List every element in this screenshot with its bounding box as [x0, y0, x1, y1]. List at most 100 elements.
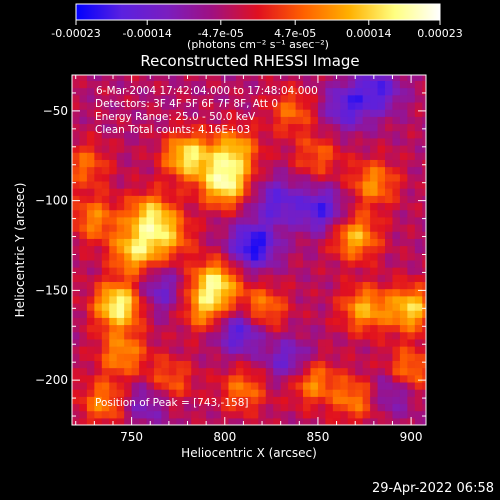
- heatmap-cell: [340, 152, 349, 160]
- heatmap-cell: [213, 87, 222, 96]
- heatmap-cell: [79, 360, 88, 369]
- heatmap-cell: [146, 87, 155, 96]
- heatmap-cell: [325, 94, 334, 103]
- heatmap-cell: [191, 188, 200, 196]
- heatmap-cell: [332, 94, 341, 103]
- heatmap-cell: [94, 417, 103, 425]
- heatmap-cell: [325, 209, 334, 218]
- heatmap-cell: [72, 94, 81, 103]
- heatmap-cell: [139, 195, 148, 204]
- heatmap-cell: [153, 360, 163, 369]
- heatmap-cell: [109, 216, 118, 225]
- heatmap-cell: [198, 109, 207, 117]
- heatmap-cell: [79, 223, 88, 232]
- heatmap-cell: [399, 116, 408, 125]
- heatmap-cell: [422, 302, 426, 311]
- heatmap-cell: [206, 180, 215, 189]
- heatmap-cell: [362, 331, 371, 340]
- heatmap-cell: [303, 295, 312, 304]
- heatmap-cell: [86, 216, 95, 225]
- heatmap-cell: [206, 152, 215, 160]
- heatmap-cell: [250, 295, 259, 304]
- heatmap-cell: [116, 374, 125, 383]
- heatmap-cell: [332, 302, 341, 311]
- heatmap-cell: [72, 288, 81, 297]
- heatmap-cell: [288, 209, 297, 218]
- heatmap-cell: [213, 145, 222, 153]
- heatmap-cell: [258, 367, 267, 376]
- heatmap-cell: [250, 188, 259, 196]
- heatmap-cell: [385, 87, 394, 96]
- heatmap-cell: [94, 331, 103, 340]
- heatmap-cell: [79, 238, 88, 247]
- heatmap-cell: [146, 374, 155, 383]
- heatmap-cell: [168, 109, 177, 117]
- heatmap-cell: [221, 267, 230, 275]
- heatmap-cell: [288, 238, 297, 247]
- heatmap-cell: [332, 346, 341, 354]
- heatmap-cell: [161, 324, 170, 333]
- heatmap-cell: [109, 302, 118, 311]
- heatmap-cell: [399, 331, 408, 340]
- heatmap-cell: [168, 389, 177, 397]
- heatmap-cell: [310, 188, 319, 196]
- heatmap-cell: [385, 295, 394, 304]
- heatmap-cell: [124, 302, 133, 311]
- heatmap-cell: [370, 367, 379, 376]
- heatmap-cell: [414, 338, 423, 347]
- heatmap-cell: [414, 173, 423, 182]
- heatmap-cell: [422, 338, 426, 347]
- heatmap-cell: [109, 360, 118, 369]
- heatmap-cell: [265, 188, 274, 196]
- heatmap-cell: [131, 252, 140, 261]
- heatmap-cell: [332, 259, 341, 268]
- heatmap-cell: [183, 123, 192, 132]
- heatmap-cell: [131, 145, 140, 153]
- heatmap-cell: [258, 159, 267, 168]
- heatmap-cell: [168, 396, 177, 405]
- heatmap-cell: [146, 389, 155, 397]
- heatmap-cell: [153, 152, 163, 160]
- heatmap-cell: [109, 331, 118, 340]
- heatmap-cell: [146, 302, 155, 311]
- heatmap-cell: [414, 346, 423, 354]
- heatmap-cell: [243, 80, 252, 89]
- heatmap-cell: [221, 396, 230, 405]
- heatmap-cell: [265, 209, 274, 218]
- heatmap-cell: [168, 180, 177, 189]
- heatmap-cell: [139, 310, 148, 318]
- heatmap-cell: [191, 109, 200, 117]
- heatmap-cell: [221, 281, 230, 290]
- heatmap-cell: [79, 353, 88, 361]
- heatmap-cell: [317, 180, 326, 189]
- heatmap-cell: [362, 188, 371, 196]
- heatmap-cell: [399, 209, 408, 218]
- heatmap-cell: [161, 338, 170, 347]
- heatmap-cell: [407, 166, 416, 175]
- heatmap-cell: [265, 109, 274, 117]
- heatmap-cell: [198, 310, 207, 318]
- heatmap-cell: [94, 353, 103, 361]
- heatmap-cell: [79, 209, 88, 218]
- heatmap-cell: [280, 145, 289, 153]
- heatmap-cell: [79, 145, 88, 153]
- heatmap-cell: [131, 116, 140, 125]
- heatmap-cell: [325, 346, 334, 354]
- heatmap-cell: [422, 396, 426, 405]
- heatmap-cell: [235, 367, 245, 376]
- heatmap-cell: [370, 137, 379, 146]
- heatmap-cell: [116, 109, 125, 117]
- heatmap-cell: [221, 116, 230, 125]
- heatmap-cell: [385, 310, 394, 318]
- heatmap-cell: [183, 80, 192, 89]
- heatmap-cell: [206, 123, 215, 132]
- heatmap-cell: [168, 173, 177, 182]
- heatmap-cell: [295, 245, 304, 254]
- heatmap-cell: [250, 80, 259, 89]
- heatmap-cell: [399, 417, 408, 425]
- heatmap-cell: [250, 245, 259, 254]
- heatmap-cell: [355, 381, 364, 390]
- heatmap-cell: [295, 195, 304, 204]
- heatmap-cell: [86, 403, 95, 412]
- heatmap-cell: [295, 202, 304, 211]
